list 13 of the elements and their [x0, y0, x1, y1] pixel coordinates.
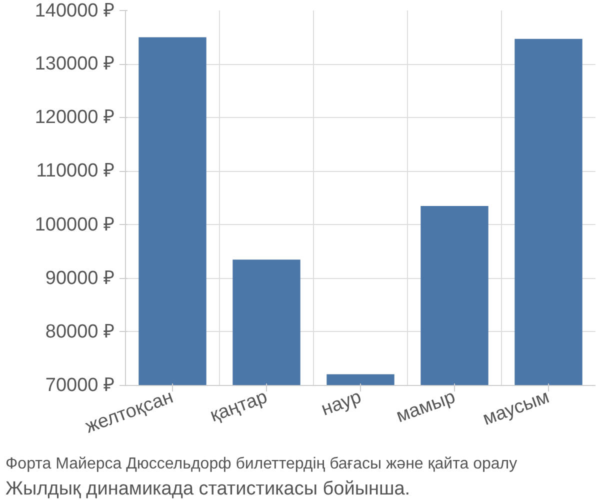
- y-tick-label: 120000 ₽: [34, 107, 115, 128]
- y-tick-label: 110000 ₽: [36, 160, 115, 182]
- y-tick-label: 90000 ₽: [45, 268, 115, 289]
- x-tick-label: қаңтар: [207, 386, 270, 427]
- y-tick-label: 70000 ₽: [45, 375, 115, 396]
- y-tick-label: 140000 ₽: [34, 0, 115, 22]
- text: Форта Майерса Дюссельдорф билеттердің бағасы және қайта оралу: [6, 456, 518, 472]
- y-tick-label: 80000 ₽: [45, 321, 115, 342]
- x-tick-label: мамыр: [394, 386, 458, 428]
- y-tick-label: 130000 ₽: [34, 54, 115, 75]
- x-tick-label: наур: [318, 386, 364, 420]
- y-tick-label: 100000 ₽: [34, 214, 115, 236]
- text: Жылдық динамикада статистикасы бойынша.: [6, 478, 410, 500]
